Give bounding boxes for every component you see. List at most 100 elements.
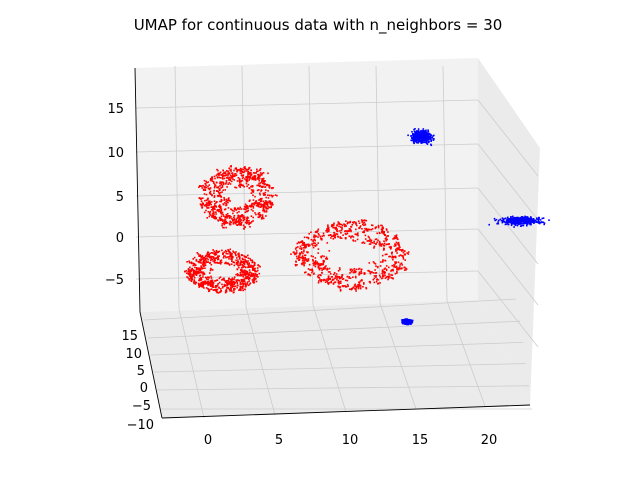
data-point — [301, 256, 303, 259]
data-point — [262, 217, 264, 220]
data-point — [304, 245, 306, 248]
data-point — [517, 217, 519, 220]
x-tick-label: 20 — [481, 433, 498, 448]
data-point — [247, 170, 249, 173]
data-point — [231, 175, 234, 177]
data-point — [229, 251, 231, 254]
data-point — [307, 245, 310, 247]
data-point — [385, 228, 388, 230]
data-point — [415, 130, 418, 132]
data-point — [239, 215, 241, 218]
data-point — [219, 200, 221, 203]
data-point — [381, 269, 384, 271]
data-point — [370, 239, 373, 242]
data-point — [204, 185, 206, 188]
data-point — [230, 208, 233, 211]
data-point — [392, 238, 394, 240]
data-point — [197, 260, 199, 263]
data-point — [238, 253, 240, 256]
data-point — [306, 259, 308, 262]
data-point — [247, 176, 250, 179]
data-point — [317, 248, 320, 250]
data-point — [254, 202, 257, 204]
data-point — [218, 281, 221, 284]
data-point — [348, 276, 350, 278]
data-point — [380, 243, 383, 246]
data-point — [248, 283, 251, 285]
data-point — [211, 194, 213, 196]
data-point — [250, 272, 253, 275]
data-point — [333, 277, 336, 280]
data-point — [375, 281, 378, 283]
data-point — [512, 217, 515, 220]
data-point — [241, 184, 244, 187]
data-point — [220, 200, 222, 203]
data-point — [265, 215, 267, 217]
data-point — [240, 273, 242, 276]
data-point — [223, 223, 226, 226]
data-point — [392, 269, 394, 272]
data-point — [300, 251, 303, 254]
data-point — [213, 195, 216, 197]
data-point — [313, 273, 315, 275]
data-point — [314, 245, 317, 247]
data-point — [238, 179, 241, 181]
data-point — [236, 282, 239, 284]
data-point — [239, 220, 242, 223]
data-point — [248, 278, 250, 280]
data-point — [312, 240, 314, 242]
data-point — [218, 172, 221, 175]
data-point — [388, 266, 390, 269]
data-point — [312, 255, 314, 258]
data-point — [320, 255, 322, 258]
data-point — [210, 268, 213, 271]
data-point — [261, 182, 264, 185]
data-point — [199, 197, 201, 200]
data-point — [203, 179, 206, 182]
data-point — [344, 237, 347, 240]
data-point — [258, 185, 261, 188]
data-point — [250, 171, 252, 174]
data-point — [317, 275, 319, 278]
data-point — [207, 282, 209, 285]
data-point — [383, 270, 385, 273]
data-point — [198, 255, 200, 257]
data-point — [244, 288, 246, 291]
data-point — [187, 268, 190, 270]
data-point — [249, 282, 252, 284]
data-point — [317, 236, 319, 238]
data-point — [520, 217, 522, 220]
data-point — [299, 256, 301, 259]
data-point — [325, 265, 327, 267]
data-point — [249, 274, 252, 277]
data-point — [382, 244, 385, 246]
data-point — [258, 189, 260, 191]
data-point — [235, 222, 237, 225]
data-point — [424, 137, 427, 140]
data-point — [257, 178, 260, 180]
data-point — [249, 257, 251, 260]
data-point — [225, 174, 227, 176]
data-point — [359, 280, 362, 282]
data-point — [380, 228, 383, 231]
data-point — [229, 221, 232, 224]
data-point — [254, 270, 256, 272]
data-point — [234, 175, 236, 177]
data-point — [334, 277, 337, 279]
data-point — [232, 212, 234, 215]
data-point — [242, 285, 244, 288]
data-point — [432, 139, 435, 141]
data-point — [354, 269, 356, 272]
data-point — [272, 187, 274, 189]
data-point — [203, 193, 206, 195]
data-point — [427, 129, 429, 131]
data-point — [312, 244, 314, 247]
data-point — [216, 173, 219, 176]
data-point — [241, 273, 244, 276]
data-point — [229, 287, 232, 289]
data-point — [223, 279, 226, 281]
data-point — [220, 290, 222, 292]
data-point — [344, 230, 347, 232]
data-point — [227, 262, 229, 264]
data-point — [246, 221, 249, 224]
